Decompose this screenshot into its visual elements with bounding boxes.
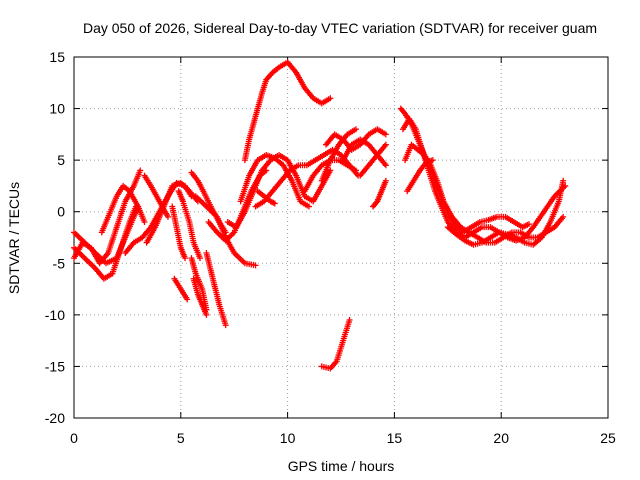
y-tick-label: -15 <box>45 358 65 374</box>
series-track-32 <box>404 157 436 195</box>
data-point <box>560 213 567 220</box>
data-point <box>228 232 235 239</box>
series-track-12 <box>188 255 210 313</box>
data-point <box>137 167 144 174</box>
series-track-27 <box>357 141 389 179</box>
data-point <box>429 157 436 164</box>
data-point <box>197 255 204 262</box>
data-points <box>71 59 569 372</box>
series-track-9 <box>175 188 204 262</box>
x-tick-label: 20 <box>493 430 509 446</box>
data-point <box>346 317 353 324</box>
x-tick-label: 5 <box>177 430 185 446</box>
y-tick-label: 5 <box>57 152 65 168</box>
data-point <box>560 177 567 184</box>
data-point <box>373 199 380 206</box>
series-track-8 <box>169 203 189 262</box>
data-point <box>382 162 389 169</box>
data-point <box>352 126 359 133</box>
y-tick-label: -10 <box>45 307 65 323</box>
series-track-19 <box>241 59 334 164</box>
series-track-13 <box>203 249 229 329</box>
data-point <box>164 213 171 220</box>
series-track-17 <box>224 151 334 231</box>
x-tick-label: 25 <box>600 430 616 446</box>
chart-title: Day 050 of 2026, Sidereal Day-to-day VTE… <box>83 20 597 36</box>
data-point <box>182 255 189 262</box>
series-track-33 <box>444 177 567 248</box>
y-tick-label: 10 <box>49 101 65 117</box>
data-point <box>184 296 191 303</box>
series-track-15 <box>192 193 259 269</box>
series-track-28 <box>370 177 389 210</box>
axis-ticks <box>73 56 609 419</box>
series-track-31 <box>402 141 567 246</box>
data-point <box>327 95 334 102</box>
data-point <box>203 311 210 318</box>
x-tick-label: 15 <box>387 430 403 446</box>
data-point <box>382 131 389 138</box>
series-track-30 <box>399 115 569 244</box>
data-point <box>305 203 312 210</box>
plot-frame <box>73 56 609 419</box>
data-point <box>141 219 148 226</box>
data-point <box>382 177 389 184</box>
data-point <box>252 262 259 269</box>
data-point <box>222 322 229 329</box>
y-axis-label: SDTVAR / TECUs <box>6 182 22 294</box>
data-point <box>382 141 389 148</box>
data-point <box>352 167 359 174</box>
data-point <box>401 109 408 116</box>
data-point <box>271 200 278 207</box>
y-tick-label: 0 <box>57 204 65 220</box>
y-tick-label: -5 <box>53 255 66 271</box>
series-track-26 <box>340 136 389 169</box>
data-point <box>525 221 532 228</box>
series-track-7 <box>141 172 171 220</box>
series-track-24 <box>318 317 353 372</box>
series-track-20 <box>254 188 278 207</box>
data-point <box>327 167 334 174</box>
x-tick-label: 10 <box>280 430 296 446</box>
x-tick-label: 0 <box>70 430 78 446</box>
data-point <box>203 306 210 313</box>
y-tick-label: -20 <box>45 410 65 426</box>
series-track-4 <box>98 182 148 236</box>
x-axis-label: GPS time / hours <box>288 458 395 474</box>
tick-labels: 0 5 10 15 20 25 -20 -15 -10 -5 0 5 10 15 <box>45 49 616 446</box>
y-tick-label: 15 <box>49 49 65 65</box>
series-track-10 <box>171 275 191 303</box>
data-point <box>562 182 569 189</box>
